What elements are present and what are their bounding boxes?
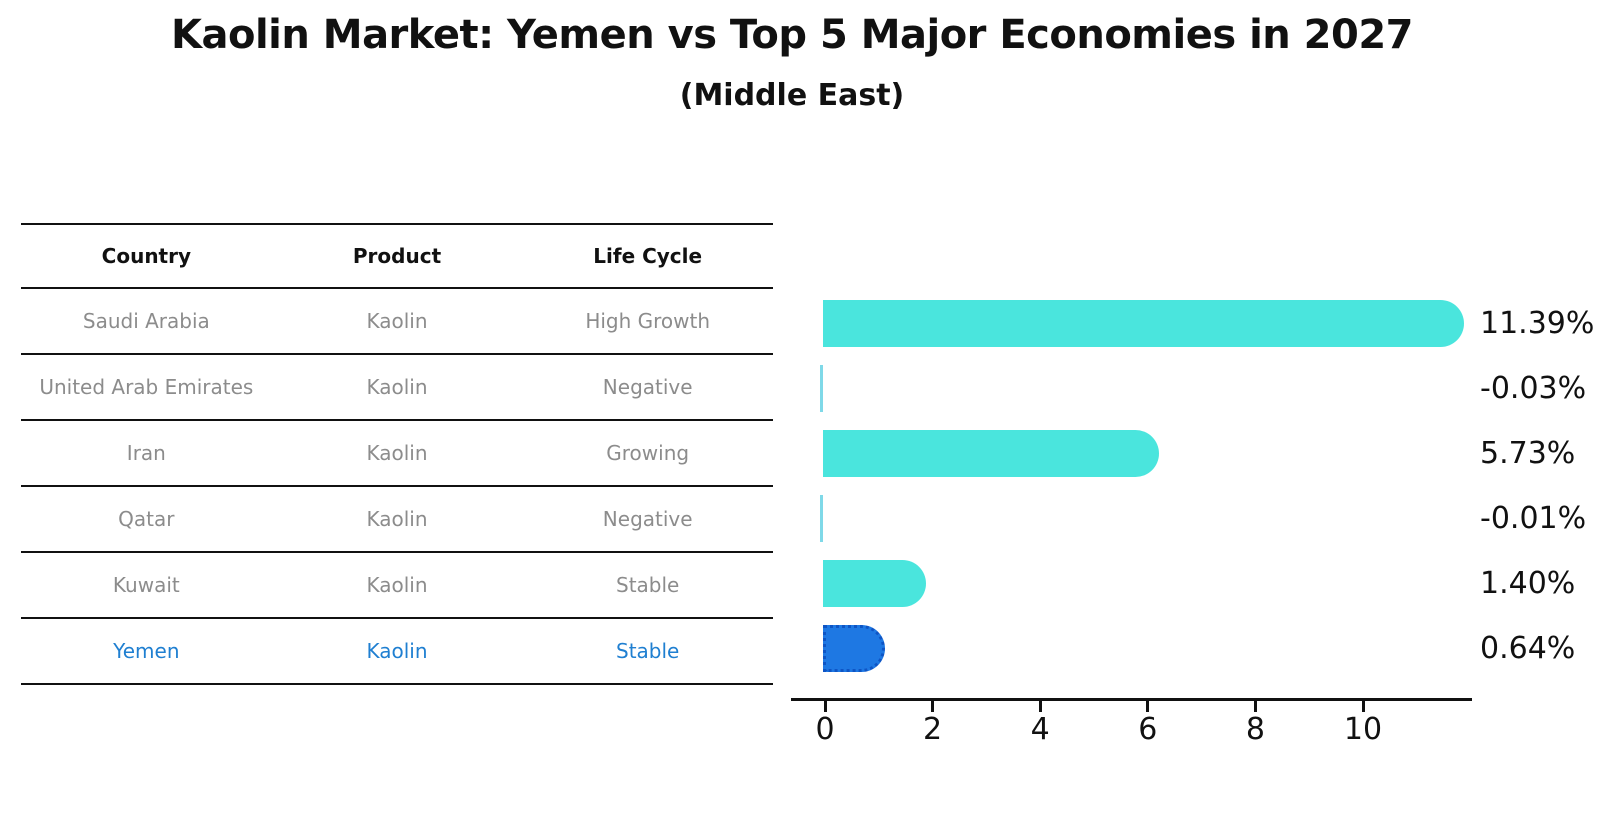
table-row: Qatar Kaolin Negative [21,487,773,553]
axis-tick-mark [1361,701,1365,712]
data-table: Country Product Life Cycle Saudi Arabia K… [21,223,773,685]
cell-product: Kaolin [366,309,428,333]
axis-tick-mark [931,701,935,712]
bar-value-label: -0.01% [1480,500,1587,536]
cell-product: Kaolin [366,441,428,465]
bar [820,494,823,542]
bar [823,429,1159,477]
bar-value-label: 1.40% [1480,565,1576,601]
axis-tick-mark [1038,701,1042,712]
table-row: Iran Kaolin Growing [21,421,773,487]
axis-tick-label: 8 [1245,712,1265,747]
bar [823,559,926,607]
cell-life-cycle: Stable [616,573,680,597]
cell-product: Kaolin [366,573,428,597]
table-row: United Arab Emirates Kaolin Negative [21,355,773,421]
cell-product: Kaolin [366,507,428,531]
cell-country: Saudi Arabia [82,309,210,333]
axis-tick-label: 2 [923,712,943,747]
axis-tick-label: 6 [1138,712,1158,747]
chart-subtitle: (Middle East) [679,78,905,113]
cell-country: Kuwait [112,573,180,597]
cell-product: Kaolin [366,375,428,399]
axis-tick-mark [1146,701,1150,712]
bar-value-label: -0.03% [1480,370,1587,406]
cell-country: Qatar [118,507,175,531]
cell-life-cycle: High Growth [585,309,711,333]
x-axis-line [791,698,1472,701]
table-row: Kuwait Kaolin Stable [21,553,773,619]
bar-value-label: 0.64% [1480,630,1576,666]
bar [820,364,823,412]
cell-life-cycle: Stable [616,639,680,663]
bar-value-label: 11.39% [1480,305,1595,341]
table-row: Yemen Kaolin Stable [21,619,773,685]
cell-country: United Arab Emirates [39,375,254,399]
bar-highlight-yemen [823,624,885,672]
axis-tick-mark [823,701,827,712]
table-body: Saudi Arabia Kaolin High Growth United Arab… [21,289,773,685]
cell-life-cycle: Negative [602,375,693,399]
cell-country: Iran [126,441,166,465]
axis-tick-label: 10 [1343,712,1383,747]
chart-title: Kaolin Market: Yemen vs Top 5 Major Econ… [170,12,1414,58]
axis-tick-mark [1253,701,1257,712]
axis-tick-label: 4 [1030,712,1050,747]
bar [823,299,1464,347]
header-cell-country: Country [101,244,192,268]
header-cell-product: Product [352,244,442,268]
cell-life-cycle: Growing [606,441,690,465]
axis-tick-label: 0 [815,712,835,747]
cell-country: Yemen [113,639,180,663]
table-header-row: Country Product Life Cycle [21,223,773,289]
cell-life-cycle: Negative [602,507,693,531]
table-row: Saudi Arabia Kaolin High Growth [21,289,773,355]
bar-value-label: 5.73% [1480,435,1576,471]
cell-product: Kaolin [366,639,428,663]
header-cell-lifecycle: Life Cycle [593,244,703,268]
